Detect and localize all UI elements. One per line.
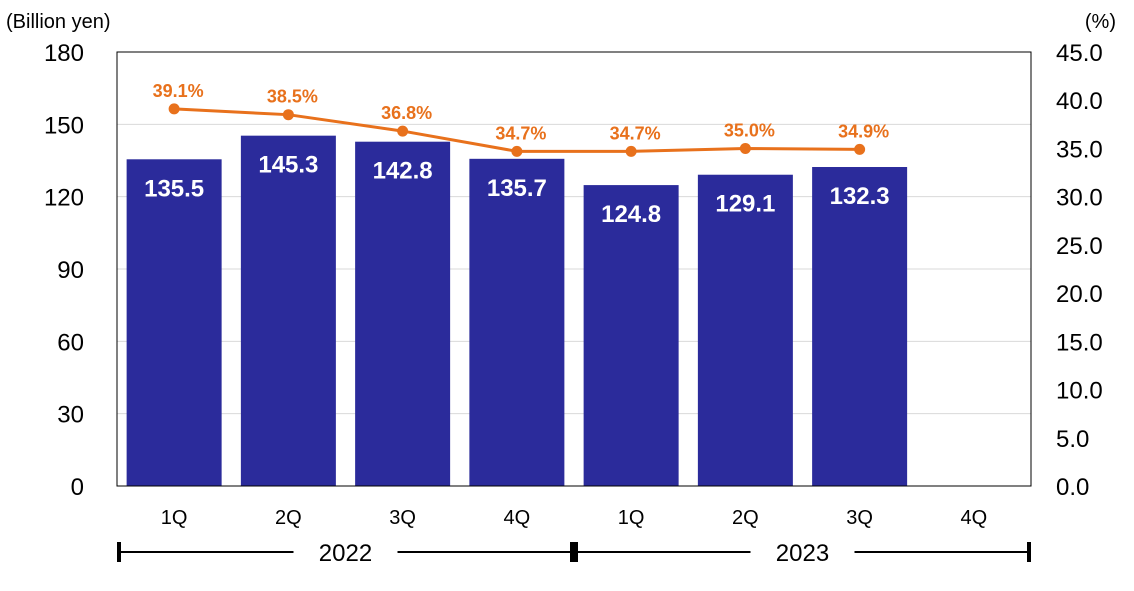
left-axis-tick-label: 30 bbox=[57, 402, 84, 429]
bar bbox=[355, 141, 451, 486]
x-axis-tick-label: 1Q bbox=[161, 507, 188, 529]
right-axis-tick-label: 10.0 bbox=[1056, 378, 1103, 405]
line-data-label: 39.1% bbox=[153, 81, 204, 101]
right-axis-title: (%) bbox=[1085, 11, 1116, 33]
bar bbox=[240, 135, 336, 486]
left-axis-tick-label: 150 bbox=[44, 112, 84, 139]
bar-data-label: 124.8 bbox=[601, 201, 661, 228]
right-axis-tick-label: 30.0 bbox=[1056, 185, 1103, 212]
left-axis-tick-label: 120 bbox=[44, 185, 84, 212]
x-axis-tick-label: 3Q bbox=[846, 507, 873, 529]
bar-data-label: 142.8 bbox=[373, 158, 433, 185]
line-point bbox=[397, 125, 409, 137]
plot-border bbox=[116, 51, 1032, 487]
axes: 0 30 60 90 120 150 180 (Billion yen) 0.0 5.0 10.0 1… bbox=[6, 11, 1116, 529]
line-data-label: 35.0% bbox=[724, 120, 775, 140]
bar-data-label: 129.1 bbox=[715, 191, 775, 218]
right-axis-tick-label: 0.0 bbox=[1056, 474, 1089, 501]
right-axis-tick-label: 45.0 bbox=[1056, 40, 1103, 67]
bar bbox=[469, 158, 565, 486]
bar-data-label: 132.3 bbox=[830, 183, 890, 210]
year-label: 2023 bbox=[776, 540, 829, 567]
line-data-label: 36.8% bbox=[381, 103, 432, 123]
x-axis-tick-label: 2Q bbox=[732, 507, 759, 529]
left-axis-tick-label: 180 bbox=[44, 40, 84, 67]
line-point bbox=[282, 109, 294, 121]
bars: 135.5 145.3 142.8 135.7 124.8 129.1 132.3 bbox=[126, 135, 908, 487]
bar-data-label: 135.5 bbox=[144, 175, 204, 202]
line-data-label: 34.7% bbox=[610, 123, 661, 143]
line-point bbox=[854, 143, 866, 155]
x-axis-tick-label: 2Q bbox=[275, 507, 302, 529]
x-axis-tick-label: 4Q bbox=[504, 507, 531, 529]
right-axis-tick-label: 40.0 bbox=[1056, 88, 1103, 115]
line-point bbox=[625, 145, 637, 157]
line-data-label: 34.9% bbox=[838, 121, 889, 141]
x-axis-tick-label: 3Q bbox=[389, 507, 416, 529]
right-axis-tick-label: 5.0 bbox=[1056, 426, 1089, 453]
right-axis-tick-label: 15.0 bbox=[1056, 329, 1103, 356]
year-label: 2022 bbox=[319, 540, 372, 567]
left-axis-tick-label: 0 bbox=[71, 474, 84, 501]
bar bbox=[126, 159, 222, 487]
bar bbox=[583, 185, 679, 487]
line-point bbox=[511, 145, 523, 157]
line-data-label: 34.7% bbox=[495, 123, 546, 143]
bar bbox=[812, 167, 908, 486]
line-point bbox=[739, 142, 751, 154]
line-data-label: 38.5% bbox=[267, 87, 318, 107]
right-axis-tick-label: 20.0 bbox=[1056, 281, 1103, 308]
right-axis-tick-label: 35.0 bbox=[1056, 136, 1103, 163]
year-groups: 2022 2023 bbox=[117, 540, 1031, 567]
x-axis-tick-label: 1Q bbox=[618, 507, 645, 529]
left-axis-tick-label: 90 bbox=[57, 257, 84, 284]
x-axis-tick-label: 4Q bbox=[961, 507, 988, 529]
line-point bbox=[168, 103, 180, 115]
bar bbox=[697, 174, 793, 486]
bar-data-label: 135.7 bbox=[487, 175, 547, 202]
bar-data-label: 145.3 bbox=[258, 152, 318, 179]
left-axis-tick-label: 60 bbox=[57, 329, 84, 356]
right-axis-tick-label: 25.0 bbox=[1056, 233, 1103, 260]
left-axis-title: (Billion yen) bbox=[6, 11, 110, 33]
ratio-line-series: 39.1% 38.5% 36.8% 34.7% 34.7% 35.0% 34.9% bbox=[153, 81, 889, 157]
